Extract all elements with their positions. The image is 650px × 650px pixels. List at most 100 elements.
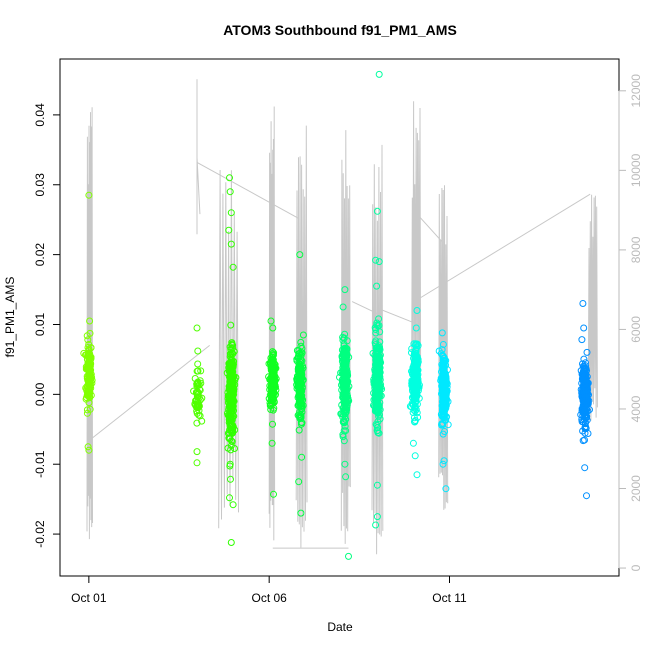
data-point — [372, 395, 380, 403]
data-point — [296, 414, 304, 422]
data-point — [228, 368, 236, 376]
data-point — [227, 426, 235, 434]
series-cluster-2 — [223, 174, 240, 546]
data-point — [583, 348, 591, 356]
data-point — [269, 406, 277, 414]
data-point — [411, 349, 419, 357]
data-point — [373, 319, 381, 327]
data-point — [267, 406, 275, 413]
series-cluster-1 — [190, 324, 206, 467]
data-point — [227, 442, 235, 449]
data-point — [578, 336, 586, 344]
data-point — [269, 420, 276, 428]
data-point — [372, 329, 380, 337]
data-point — [190, 387, 198, 395]
data-point-outlier — [225, 226, 233, 234]
data-point — [439, 368, 447, 376]
data-point — [269, 350, 277, 358]
data-point — [341, 360, 349, 368]
data-point — [296, 394, 304, 402]
data-point — [296, 384, 304, 392]
data-point-outlier — [342, 473, 350, 481]
x-tick-label: Oct 06 — [251, 591, 287, 605]
data-point — [83, 365, 91, 373]
data-point-outlier — [229, 501, 237, 509]
data-point — [583, 389, 591, 397]
data-point — [374, 373, 382, 380]
data-point-outlier — [440, 457, 448, 465]
data-point — [438, 346, 446, 354]
data-point — [83, 409, 91, 417]
data-point — [270, 360, 278, 367]
data-point — [584, 430, 592, 437]
data-point — [269, 361, 277, 369]
data-point — [227, 354, 235, 362]
y-tick-label: 0.02 — [33, 243, 47, 267]
data-point — [230, 348, 238, 355]
series-cluster-6 — [369, 70, 386, 529]
data-point-outlier — [373, 481, 381, 489]
data-point-outlier — [229, 263, 237, 271]
data-point-outlier — [373, 282, 381, 290]
data-point — [581, 411, 589, 419]
data-point-outlier — [194, 347, 202, 355]
data-point-outlier — [581, 464, 589, 472]
data-point — [85, 353, 93, 361]
data-point-outlier — [375, 70, 383, 78]
data-point-outlier — [226, 494, 233, 502]
data-point — [583, 373, 591, 381]
data-point-outlier — [226, 174, 233, 182]
data-point — [84, 336, 92, 344]
data-point — [579, 372, 587, 380]
data-point-outlier — [227, 209, 235, 217]
data-point — [440, 360, 448, 368]
series-cluster-8 — [435, 329, 452, 493]
data-point — [295, 426, 303, 434]
data-point — [439, 419, 447, 427]
y2-tick-label: 0 — [629, 564, 643, 571]
data-point — [340, 350, 348, 358]
data-point-outlier — [193, 324, 201, 332]
data-point — [372, 382, 380, 390]
series-cluster-7 — [406, 307, 423, 479]
y2-tick-label: 12000 — [629, 74, 643, 108]
data-point — [296, 382, 304, 390]
data-point — [226, 416, 234, 423]
data-point-outlier — [341, 460, 349, 468]
data-point-outlier — [438, 329, 446, 337]
data-point — [376, 328, 384, 336]
data-point — [266, 399, 274, 407]
data-point-outlier — [372, 521, 380, 529]
data-point — [408, 345, 416, 353]
data-point-outlier — [579, 300, 587, 307]
data-point-outlier — [341, 286, 349, 294]
data-point — [83, 406, 91, 414]
y2-tick-label: 10000 — [629, 153, 643, 187]
data-point — [374, 406, 382, 414]
data-point — [411, 418, 418, 425]
data-point — [192, 397, 200, 405]
data-point — [409, 382, 417, 390]
data-point-outlier — [270, 490, 277, 498]
data-point — [195, 402, 203, 410]
data-point-outlier — [373, 207, 381, 215]
data-point — [226, 419, 234, 427]
data-point — [412, 340, 420, 348]
y-tick-label: 0.00 — [33, 382, 47, 406]
data-point-outlier — [339, 303, 347, 311]
data-point — [86, 350, 94, 358]
data-point — [299, 402, 307, 409]
data-point — [409, 366, 417, 374]
secondary-series-line-16 — [420, 193, 591, 299]
data-point — [197, 367, 205, 375]
y2-tick-label: 8000 — [629, 236, 643, 263]
data-point — [87, 391, 95, 399]
data-point — [411, 357, 419, 365]
y2-tick-label: 4000 — [629, 395, 643, 422]
data-point — [341, 387, 349, 395]
y-tick-label: 0.01 — [33, 312, 47, 336]
data-point — [440, 409, 448, 417]
data-point — [376, 415, 384, 423]
data-point-outlier — [227, 240, 235, 248]
